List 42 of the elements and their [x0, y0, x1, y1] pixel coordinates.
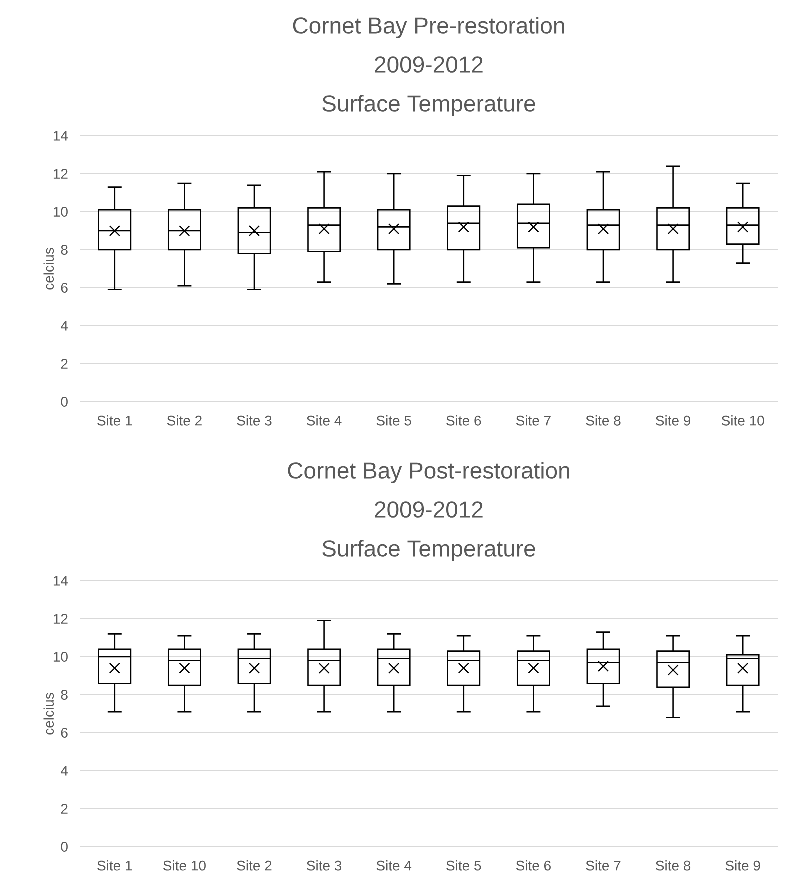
x-tick-label: Site 3 [237, 416, 272, 426]
x-tick-label: Site 8 [656, 860, 691, 871]
x-tick-label: Site 9 [656, 416, 691, 426]
x-tick-label: Site 5 [446, 860, 482, 871]
y-axis-title: celcius [44, 248, 54, 290]
x-tick-label: Site 10 [722, 416, 764, 426]
x-tick-label: Site 1 [98, 416, 132, 426]
y-tick-label: 14 [54, 576, 68, 586]
y-tick-label: 6 [61, 728, 68, 738]
y-tick-label: 10 [54, 652, 68, 662]
y-tick-label: 8 [61, 245, 68, 255]
chart-title: Cornet Bay Pre-restoration 2009-2012 [293, 17, 564, 73]
y-tick-label: 2 [61, 804, 68, 814]
x-tick-label: Site 3 [307, 860, 342, 871]
y-tick-label: 0 [61, 397, 68, 407]
chart-title: Cornet Bay Post-restoration 2009-2012 [288, 462, 570, 518]
y-tick-label: 12 [54, 169, 68, 179]
x-tick-label: Site 2 [167, 416, 202, 426]
x-tick-label: Site 5 [376, 416, 412, 426]
y-tick-label: 4 [60, 321, 68, 331]
x-tick-label: Site 6 [516, 860, 551, 871]
x-tick-label: Site 6 [446, 416, 482, 426]
x-tick-label: Site 2 [237, 860, 272, 871]
y-tick-label: 14 [54, 131, 68, 141]
y-tick-label: 8 [61, 690, 68, 700]
y-tick-label: 12 [54, 614, 68, 624]
x-tick-label: Site 4 [376, 860, 412, 871]
y-axis-title: celcius [44, 693, 54, 735]
x-tick-label: Site 10 [164, 860, 206, 871]
x-tick-label: Site 1 [98, 860, 132, 871]
x-tick-label: Site 7 [516, 416, 551, 426]
x-tick-label: Site 7 [586, 860, 621, 871]
y-tick-label: 0 [61, 842, 68, 852]
y-tick-label: 10 [54, 207, 68, 217]
y-tick-label: 4 [60, 766, 68, 776]
x-tick-label: Site 4 [307, 416, 342, 426]
chart-subtitle: Surface Temperature [322, 95, 536, 116]
y-tick-label: 6 [61, 283, 68, 293]
x-tick-label: Site 8 [586, 416, 621, 426]
x-tick-label: Site 9 [726, 860, 760, 871]
y-tick-label: 2 [61, 359, 68, 369]
chart-subtitle: Surface Temperature [322, 540, 536, 562]
